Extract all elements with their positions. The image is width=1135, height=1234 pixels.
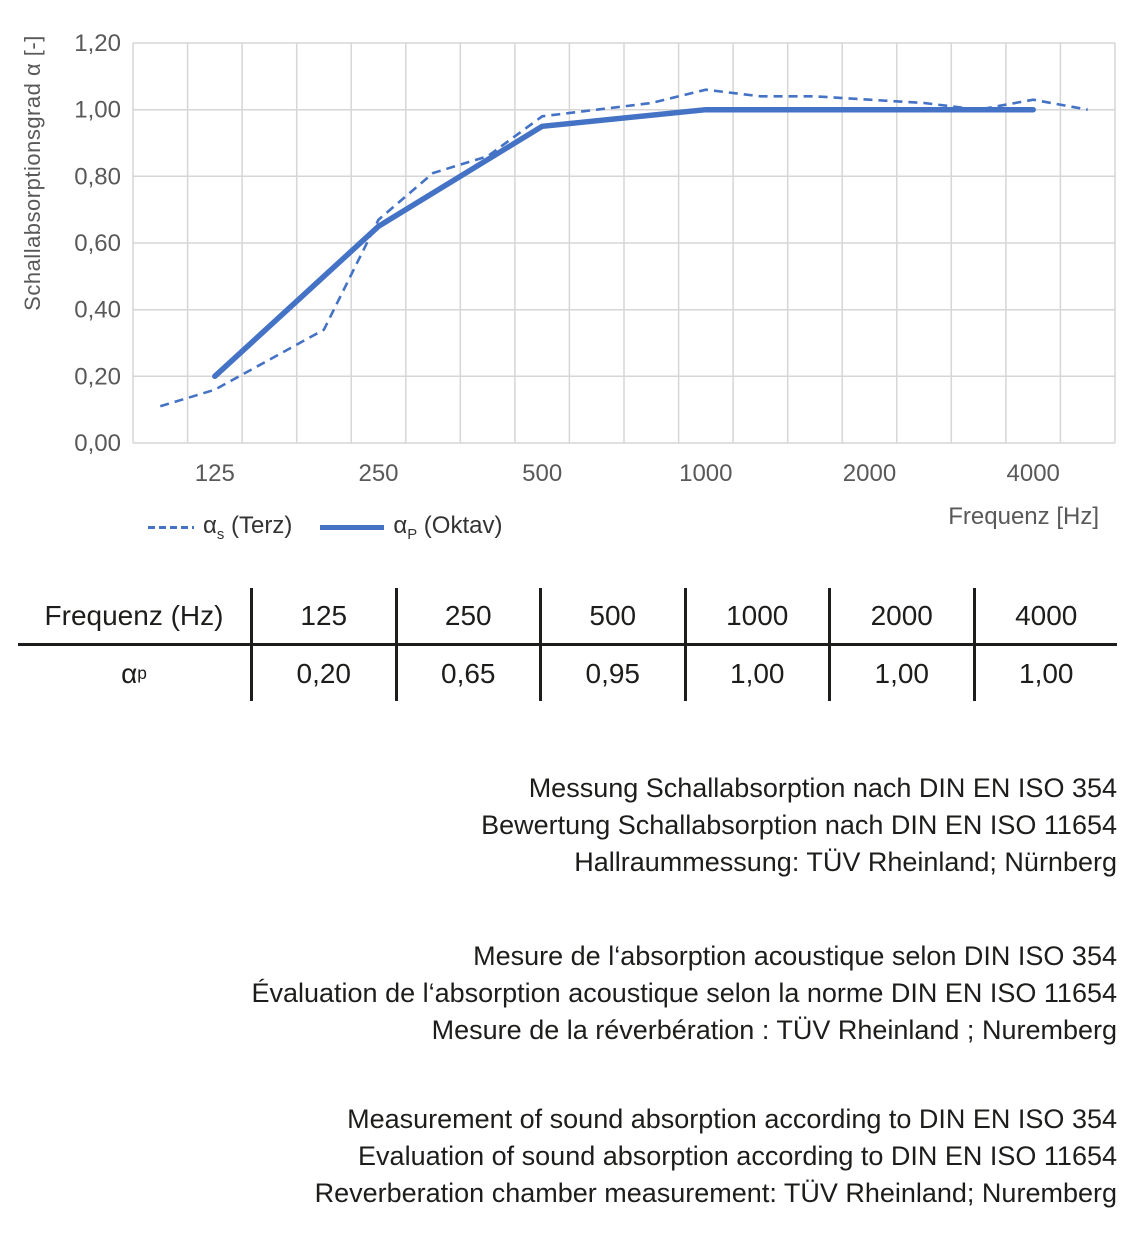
table-frequency-250: 250 bbox=[394, 588, 539, 646]
note-english: Measurement of sound absorption accordin… bbox=[18, 1101, 1117, 1212]
y-tick-label: 1,20 bbox=[74, 30, 121, 57]
note-french: Mesure de l‘absorption acoustique selon … bbox=[18, 938, 1117, 1049]
y-tick-label: 0,00 bbox=[74, 430, 121, 457]
y-tick-label: 0,80 bbox=[74, 163, 121, 190]
table-alpha-p-4000: 1,00 bbox=[972, 646, 1118, 701]
table-frequency-1000: 1000 bbox=[683, 588, 828, 646]
note-line: Évaluation de l‘absorption acoustique se… bbox=[251, 978, 1117, 1008]
x-tick-label: 125 bbox=[195, 460, 235, 487]
x-axis-title: Frequenz [Hz] bbox=[948, 503, 1099, 530]
frequency-table: Frequenz (Hz) 125 250 500 1000 2000 4000… bbox=[18, 588, 1117, 701]
note-line: Mesure de l‘absorption acoustique selon … bbox=[473, 941, 1117, 971]
chart-legend: αs (Terz) αP (Oktav) bbox=[148, 512, 502, 543]
table-frequency-125: 125 bbox=[250, 588, 395, 646]
table-alpha-p-2000: 1,00 bbox=[828, 646, 973, 701]
absorption-chart-plot: 0,00 0,20 0,40 0,60 0,80 1,00 1,20 125 250 500 100… bbox=[74, 30, 1116, 487]
note-line: Messung Schallabsorption nach DIN EN ISO… bbox=[528, 773, 1117, 803]
table-frequency-4000: 4000 bbox=[972, 588, 1117, 646]
y-tick-label: 0,40 bbox=[74, 297, 121, 324]
table-header-frequency: Frequenz (Hz) bbox=[18, 588, 250, 646]
table-alpha-p-125: 0,20 bbox=[250, 646, 395, 701]
series-alpha-p-oktav bbox=[212, 106, 1036, 380]
note-line: Measurement of sound absorption accordin… bbox=[347, 1104, 1117, 1134]
y-tick-label: 1,00 bbox=[74, 97, 121, 124]
note-german: Messung Schallabsorption nach DIN EN ISO… bbox=[18, 770, 1117, 881]
y-tick-label: 0,20 bbox=[74, 363, 121, 390]
absorption-chart: 0,00 0,20 0,40 0,60 0,80 1,00 1,20 125 250 500 100… bbox=[0, 0, 1135, 560]
x-tick-label: 2000 bbox=[843, 460, 896, 487]
note-line: Reverberation chamber measurement: TÜV R… bbox=[314, 1178, 1117, 1208]
table-frequency-2000: 2000 bbox=[828, 588, 973, 646]
x-tick-label: 250 bbox=[358, 460, 398, 487]
legend-item-alpha-p-oktav: αP (Oktav) bbox=[320, 512, 502, 543]
x-tick-label: 4000 bbox=[1007, 460, 1060, 487]
x-tick-label: 1000 bbox=[679, 460, 732, 487]
table-alpha-p-250: 0,65 bbox=[394, 646, 540, 701]
note-line: Hallraummessung: TÜV Rheinland; Nürnberg bbox=[574, 847, 1117, 877]
table-alpha-p-1000: 1,00 bbox=[683, 646, 829, 701]
legend-item-alpha-s-terz: αs (Terz) bbox=[148, 512, 292, 543]
legend-label-terz: αs (Terz) bbox=[203, 512, 293, 543]
table-frequency-500: 500 bbox=[539, 588, 684, 646]
note-line: Bewertung Schallabsorption nach DIN EN I… bbox=[481, 810, 1117, 840]
note-line: Mesure de la réverbération : TÜV Rheinla… bbox=[431, 1015, 1117, 1045]
y-tick-label: 0,60 bbox=[74, 230, 121, 257]
notes: Messung Schallabsorption nach DIN EN ISO… bbox=[18, 770, 1117, 1212]
note-line: Evaluation of sound absorption according… bbox=[358, 1141, 1117, 1171]
series-alpha-s-terz bbox=[159, 88, 1088, 408]
solid-line-sample-icon bbox=[320, 524, 385, 530]
dashed-line-sample-icon bbox=[148, 525, 194, 529]
legend-label-oktav: αP (Oktav) bbox=[393, 512, 503, 543]
x-tick-label: 500 bbox=[522, 460, 562, 487]
y-axis-title: Schallabsorptionsgrad α [-] bbox=[20, 35, 45, 311]
table-alpha-p-500: 0,95 bbox=[539, 646, 684, 701]
